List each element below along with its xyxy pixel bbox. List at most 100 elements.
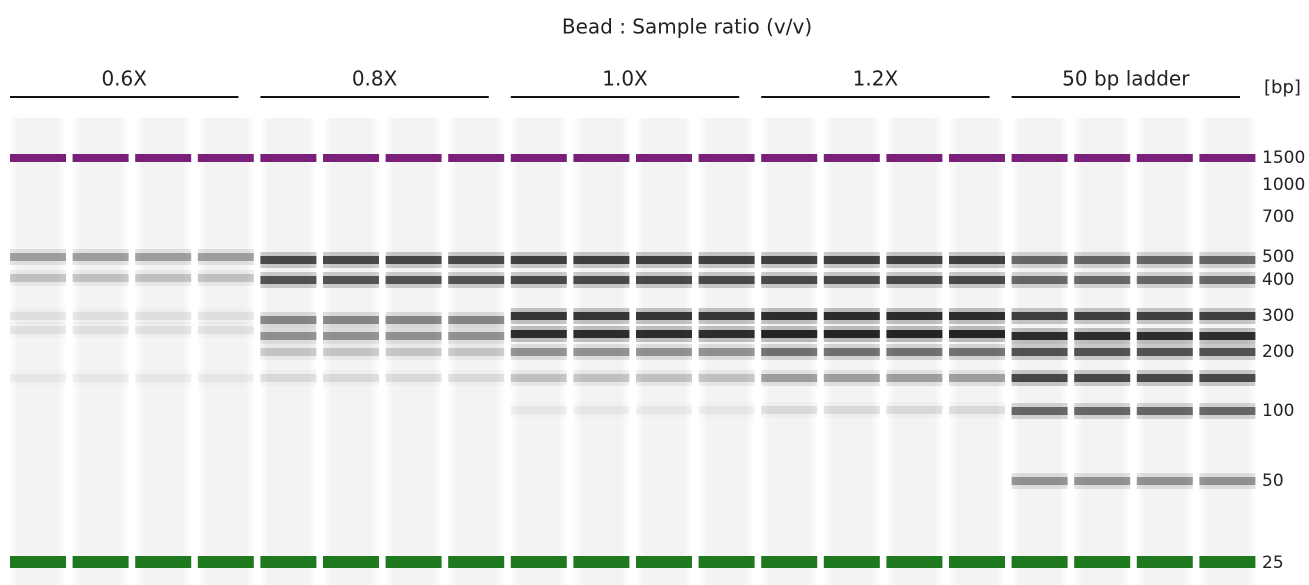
band [698, 348, 755, 356]
band [761, 276, 818, 284]
band [823, 406, 880, 414]
band [761, 330, 818, 338]
marker-band [823, 556, 880, 568]
band [197, 312, 254, 320]
band-halo [698, 344, 755, 360]
band [573, 276, 630, 284]
size-label: 100 [1262, 401, 1294, 421]
band [1011, 477, 1068, 485]
band [886, 374, 943, 382]
band-halo [886, 344, 943, 360]
lane [886, 118, 943, 585]
band [510, 330, 567, 338]
size-label: 25 [1262, 553, 1284, 573]
band [1074, 276, 1131, 284]
band [1074, 348, 1131, 356]
marker-band [135, 154, 192, 162]
band [448, 256, 505, 264]
marker-band [698, 154, 755, 162]
band [323, 374, 379, 382]
band [1074, 312, 1131, 320]
band [823, 256, 880, 264]
band [949, 312, 1005, 320]
band [1136, 332, 1193, 340]
lane [385, 118, 442, 585]
band [1199, 477, 1256, 485]
size-label: 300 [1262, 306, 1294, 326]
band [949, 256, 1005, 264]
band [1199, 276, 1256, 284]
lane [636, 118, 692, 585]
band [698, 256, 755, 264]
band [197, 374, 254, 382]
band [135, 274, 192, 282]
band-halo [323, 312, 379, 328]
band [10, 274, 66, 282]
marker-band [949, 556, 1005, 568]
band [636, 374, 692, 382]
band-halo [636, 370, 692, 386]
band [385, 256, 442, 264]
marker-band [197, 154, 254, 162]
band-halo [448, 312, 505, 328]
band [886, 330, 943, 338]
size-label: 1500 [1262, 148, 1305, 168]
band [72, 312, 129, 320]
band-halo [323, 328, 379, 344]
band [510, 348, 567, 356]
band [510, 374, 567, 382]
band [323, 316, 379, 324]
band [1074, 407, 1131, 415]
band [135, 253, 192, 261]
band [698, 374, 755, 382]
band [385, 276, 442, 284]
band [260, 374, 317, 382]
band [260, 276, 317, 284]
lane [197, 118, 254, 585]
band [823, 312, 880, 320]
band [1136, 276, 1193, 284]
band [1011, 332, 1068, 340]
lane [761, 118, 818, 585]
band-halo [135, 249, 192, 265]
marker-band [573, 154, 630, 162]
marker-band [823, 154, 880, 162]
band [949, 406, 1005, 414]
band [573, 406, 630, 414]
band [1074, 256, 1131, 264]
band [260, 256, 317, 264]
band [448, 332, 505, 340]
band [1074, 374, 1131, 382]
marker-band [323, 556, 379, 568]
band-halo [1136, 473, 1193, 489]
marker-band [1011, 154, 1068, 162]
band-halo [949, 370, 1005, 386]
band [385, 332, 442, 340]
band [135, 326, 192, 334]
size-label: 50 [1262, 471, 1284, 491]
band [323, 348, 379, 356]
band [10, 253, 66, 261]
band [510, 312, 567, 320]
marker-band [949, 154, 1005, 162]
band [573, 312, 630, 320]
band [1136, 374, 1193, 382]
size-label: 400 [1262, 270, 1294, 290]
band [1199, 407, 1256, 415]
band-halo [385, 328, 442, 344]
band-halo [510, 370, 567, 386]
band-halo [385, 344, 442, 360]
band-halo [385, 312, 442, 328]
size-label: 200 [1262, 342, 1294, 362]
band [1199, 348, 1256, 356]
band [636, 406, 692, 414]
band [886, 406, 943, 414]
marker-band [1074, 556, 1131, 568]
band [949, 276, 1005, 284]
band [949, 374, 1005, 382]
band-halo [886, 370, 943, 386]
marker-band [10, 556, 66, 568]
band [1011, 348, 1068, 356]
band [1011, 374, 1068, 382]
band-halo [72, 249, 129, 265]
